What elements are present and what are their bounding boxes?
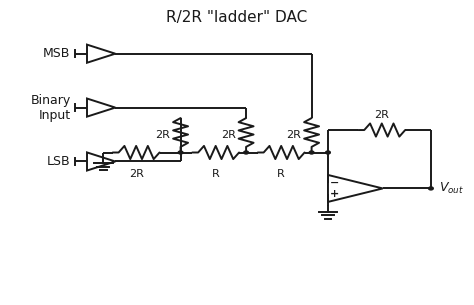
Text: −: − xyxy=(330,178,340,188)
Circle shape xyxy=(428,187,433,190)
Text: Binary
Input: Binary Input xyxy=(30,94,71,122)
Text: 2R: 2R xyxy=(221,130,236,139)
Circle shape xyxy=(178,151,183,154)
Text: 2R: 2R xyxy=(129,169,144,179)
Text: MSB: MSB xyxy=(43,47,71,60)
Text: R: R xyxy=(212,169,219,179)
Text: R: R xyxy=(277,169,285,179)
Text: $V_{out}$: $V_{out}$ xyxy=(439,181,465,196)
Text: 2R: 2R xyxy=(286,130,301,139)
Circle shape xyxy=(244,151,248,154)
Text: LSB: LSB xyxy=(47,155,71,168)
Text: 2R: 2R xyxy=(155,130,170,139)
Text: 2R: 2R xyxy=(374,110,389,120)
Text: R/2R "ladder" DAC: R/2R "ladder" DAC xyxy=(166,10,307,25)
Circle shape xyxy=(326,151,330,154)
Circle shape xyxy=(309,151,314,154)
Text: +: + xyxy=(330,189,339,199)
